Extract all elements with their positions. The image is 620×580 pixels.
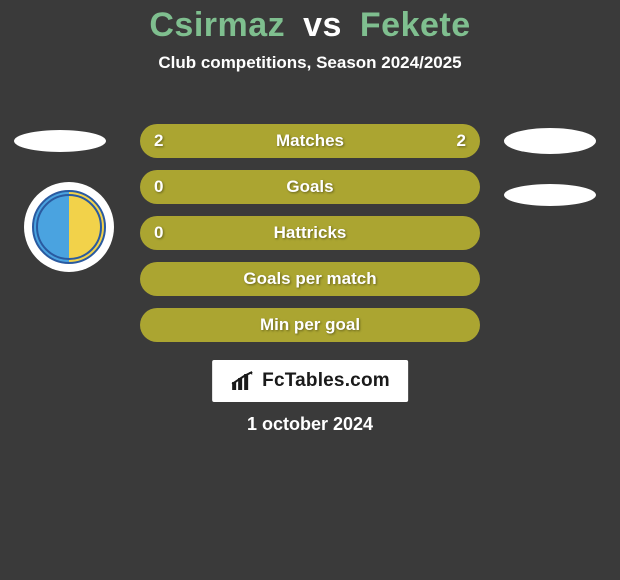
watermark: FcTables.com: [212, 360, 408, 402]
subtitle: Club competitions, Season 2024/2025: [0, 53, 620, 73]
stat-row: Goals per match: [140, 262, 480, 296]
stat-value-left: 0: [154, 177, 163, 197]
stats-area: 2 Matches 2 0 Goals 0 Hattricks Goals pe…: [0, 124, 620, 354]
stat-label: Min per goal: [260, 315, 360, 335]
date-stamp: 1 october 2024: [0, 414, 620, 435]
stat-label: Goals per match: [243, 269, 376, 289]
stat-label: Matches: [276, 131, 344, 151]
player1-name: Csirmaz: [149, 6, 285, 45]
player2-name: Fekete: [360, 6, 471, 45]
stat-row: 2 Matches 2: [140, 124, 480, 158]
stat-row: 0 Goals: [140, 170, 480, 204]
stat-row: 0 Hattricks: [140, 216, 480, 250]
comparison-title: Csirmaz vs Fekete: [0, 6, 620, 45]
chart-icon: [230, 370, 256, 392]
watermark-text: FcTables.com: [262, 370, 390, 392]
stat-value-right: 2: [457, 131, 466, 151]
stat-label: Goals: [286, 177, 333, 197]
stat-label: Hattricks: [274, 223, 347, 243]
stat-value-left: 0: [154, 223, 163, 243]
stat-row: Min per goal: [140, 308, 480, 342]
title-vs: vs: [303, 6, 342, 45]
stat-value-left: 2: [154, 131, 163, 151]
